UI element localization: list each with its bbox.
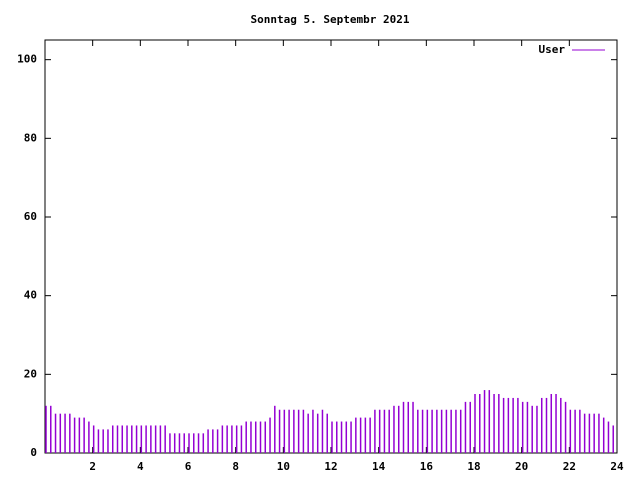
x-tick-label: 18 [467,460,480,473]
y-tick-label: 100 [17,53,37,66]
y-tick-label: 60 [24,210,37,223]
y-tick-label: 40 [24,289,37,302]
legend-label: User [539,43,566,56]
x-tick-label: 16 [420,460,434,473]
x-tick-label: 24 [610,460,624,473]
plot-frame [44,39,618,454]
y-tick-label: 20 [24,367,37,380]
x-tick-label: 6 [185,460,192,473]
x-tick-label: 10 [277,460,290,473]
chart-title: Sonntag 5. Septembr 2021 [251,13,410,26]
x-tick-label: 4 [137,460,144,473]
x-tick-label: 12 [324,460,337,473]
x-tick-label: 14 [372,460,386,473]
x-tick-label: 8 [232,460,239,473]
x-tick-label: 20 [515,460,528,473]
y-tick-label: 80 [24,131,37,144]
x-tick-label: 2 [89,460,96,473]
y-tick-label: 0 [30,446,37,459]
x-tick-label: 22 [563,460,576,473]
